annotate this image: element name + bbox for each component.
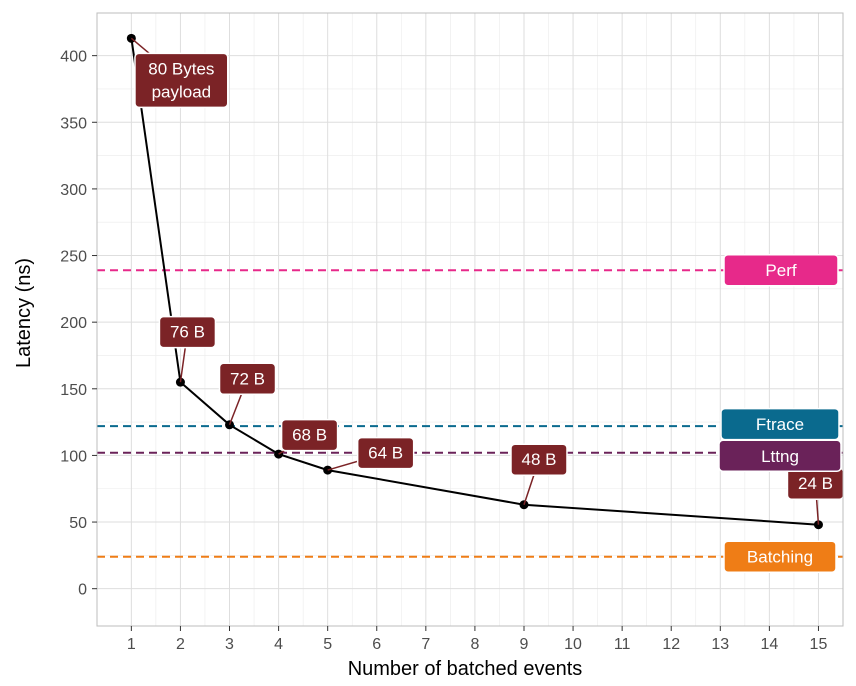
y-tick-label: 0 <box>78 582 87 599</box>
reference-label: Lttng <box>761 447 799 466</box>
annotation-label: 24 B <box>798 474 833 493</box>
reference-label: Batching <box>747 548 813 567</box>
y-tick-label: 400 <box>60 49 87 66</box>
x-tick-label: 12 <box>662 636 680 653</box>
y-tick-label: 50 <box>69 515 87 532</box>
reference-label: Ftrace <box>756 415 804 434</box>
annotation-box <box>158 315 217 349</box>
y-tick-label: 200 <box>60 315 87 332</box>
y-tick-label: 300 <box>60 182 87 199</box>
annotation-label: payload <box>152 82 212 101</box>
x-tick-label: 5 <box>323 636 332 653</box>
axes: 1 2 3 4 5 6 7 8 9 10 11 12 13 14 150501001502002503003… <box>60 12 844 653</box>
y-tick-label: 250 <box>60 249 87 266</box>
reference-lines <box>97 269 843 558</box>
annotation-label: 68 B <box>292 426 327 445</box>
annotation-label: 48 B <box>521 450 556 469</box>
x-tick-label: 15 <box>810 636 828 653</box>
x-tick-label: 2 <box>176 636 185 653</box>
y-tick-label: 100 <box>60 448 87 465</box>
annotation-box <box>280 418 339 452</box>
annotation-box <box>134 52 229 109</box>
annotation-box <box>218 362 277 396</box>
plot-background <box>97 13 843 626</box>
reference-labels: Perf Lttng Ftrace Batching <box>718 253 842 573</box>
x-tick-label: 4 <box>274 636 283 653</box>
x-tick-label: 7 <box>421 636 430 653</box>
x-tick-label: 3 <box>225 636 234 653</box>
point-annotations: 80 Bytes payload 76 B 72 B 68 B 64 B 48 B 24 B <box>130 37 845 525</box>
x-tick-label: 9 <box>520 636 529 653</box>
annotation-label: 80 Bytes <box>148 59 214 78</box>
annotation-label: 64 B <box>368 444 403 463</box>
x-axis-title: Number of batched events <box>348 658 583 680</box>
annotation-label: 72 B <box>230 369 265 388</box>
y-tick-label: 150 <box>60 382 87 399</box>
annotation-box <box>510 443 568 476</box>
x-tick-label: 14 <box>760 636 778 653</box>
x-tick-label: 1 <box>127 636 136 653</box>
reference-label-box <box>720 407 840 441</box>
panel-border <box>96 12 844 627</box>
y-axis-title: Latency (ns) <box>13 258 35 368</box>
annotation-box <box>356 436 415 470</box>
x-tick-label: 13 <box>711 636 729 653</box>
annotation-label: 76 B <box>170 323 205 342</box>
reference-label: Perf <box>765 261 796 280</box>
reference-label-box <box>723 540 837 573</box>
y-tick-label: 350 <box>60 115 87 132</box>
grid <box>97 13 843 626</box>
x-tick-label: 11 <box>614 636 631 653</box>
x-tick-label: 6 <box>372 636 381 653</box>
x-tick-label: 10 <box>564 636 582 653</box>
x-tick-label: 8 <box>470 636 479 653</box>
reference-label-box <box>723 253 839 287</box>
